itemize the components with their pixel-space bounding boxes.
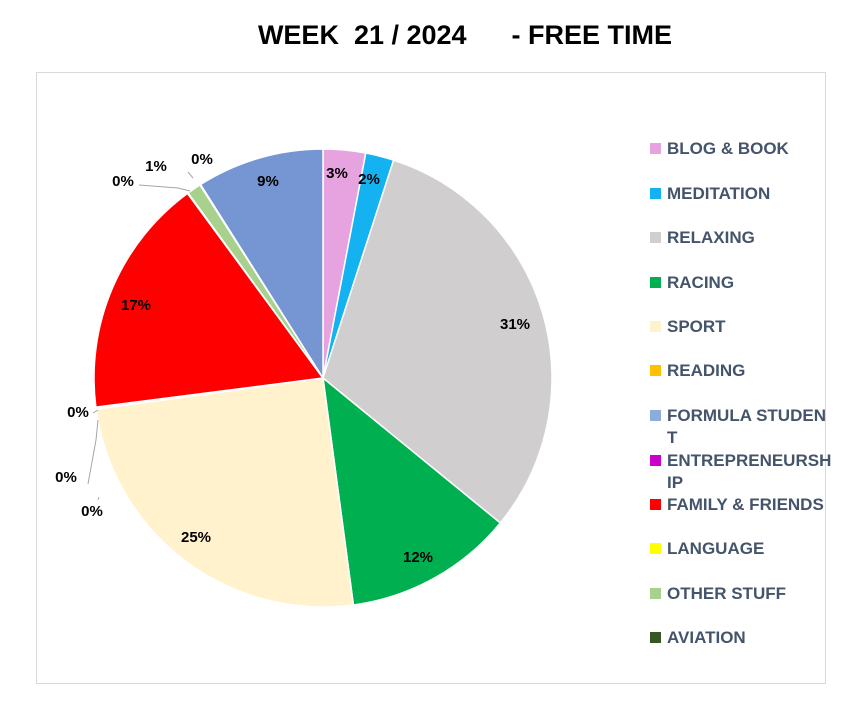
data-label: 0% (191, 151, 213, 168)
legend-swatch (650, 588, 661, 599)
leader-lines (87, 171, 194, 501)
data-label: 1% (145, 158, 167, 175)
data-label: 0% (67, 404, 89, 421)
legend-item: RELAXING (650, 227, 850, 249)
pie-slice-family-friends (93, 192, 325, 408)
legend-item: SPORT (650, 316, 850, 338)
leader-line (187, 171, 194, 179)
pie-slice-sport (95, 377, 355, 608)
legend-item: BLOG & BOOK (650, 138, 850, 160)
legend-label: SPORT (667, 317, 726, 336)
data-label: 25% (181, 529, 211, 546)
legend-label: BLOG & BOOK (667, 139, 789, 158)
legend-item: ENTREPRENEURSHIP (650, 450, 850, 494)
data-label: 12% (403, 549, 433, 566)
legend-swatch (650, 365, 661, 376)
legend-label: FAMILY & FRIENDS (667, 495, 824, 514)
chart-area-border (36, 72, 826, 684)
legend-swatch (650, 455, 661, 466)
chart-title: WEEK 21 / 2024 - FREE TIME (257, 20, 673, 50)
data-label: 9% (257, 173, 279, 190)
data-label: 17% (121, 297, 151, 314)
legend-item: MEDITATION (650, 183, 850, 205)
data-label: 0% (55, 469, 77, 486)
legend-swatch (650, 232, 661, 243)
legend-swatch (650, 410, 661, 421)
legend-swatch (650, 188, 661, 199)
data-label: 0% (112, 173, 134, 190)
legend-swatch (650, 632, 661, 643)
data-labels: 3% 2%31%12%25%0%0%0%17%0%1% 0%9% (55, 151, 530, 566)
legend-label: OTHER STUFF (667, 584, 786, 603)
leader-line (87, 419, 99, 485)
legend-item: LANGUAGE (650, 538, 850, 560)
legend-label: AVIATION (667, 628, 746, 647)
pie-slice-relaxing (322, 159, 553, 525)
pie-slice-racing (322, 376, 502, 606)
data-label: 31% (500, 316, 530, 333)
legend-label: ENTREPRENEURSHIP (667, 451, 832, 492)
legend-label: LANGUAGE (667, 539, 765, 558)
legend-swatch (650, 277, 661, 288)
legend-swatch (650, 543, 661, 554)
legend-item: OTHER STUFF (650, 583, 850, 605)
leader-line (92, 409, 99, 414)
legend-item: READING (650, 360, 850, 382)
legend-swatch (650, 499, 661, 510)
leader-line (138, 184, 191, 192)
legend-item: FORMULA STUDENT (650, 405, 850, 449)
legend-label: FORMULA STUDENT (667, 406, 826, 447)
legend-item: FAMILY & FRIENDS (650, 494, 850, 516)
legend-label: RELAXING (667, 228, 755, 247)
legend-swatch (650, 143, 661, 154)
data-label: 0% (81, 503, 103, 520)
data-label: 2% (358, 171, 380, 188)
data-label: 3% (326, 165, 348, 182)
pie-slices (93, 148, 553, 608)
legend-label: MEDITATION (667, 184, 771, 203)
legend-label: RACING (667, 273, 735, 292)
legend-swatch (650, 321, 661, 332)
legend-label: READING (667, 361, 746, 380)
leader-line (97, 496, 100, 501)
legend-item: AVIATION (650, 627, 850, 649)
legend-item: RACING (650, 272, 850, 294)
pie-slice-formula-student (199, 148, 324, 381)
